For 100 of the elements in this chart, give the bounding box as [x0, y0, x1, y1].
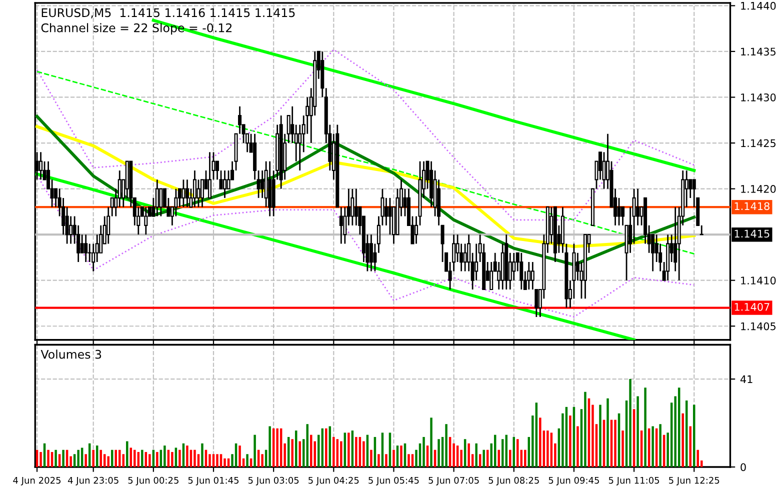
bar	[411, 454, 414, 467]
bar	[40, 452, 42, 467]
bar	[141, 450, 144, 467]
bar	[254, 434, 256, 467]
bar	[445, 424, 448, 467]
bar	[84, 454, 87, 467]
y-tick-label: 41	[740, 375, 752, 384]
bar	[171, 452, 174, 467]
bar	[54, 450, 57, 467]
candlestick	[174, 188, 178, 217]
bar	[212, 454, 215, 467]
bar	[156, 452, 158, 467]
bar	[516, 439, 519, 467]
candlestick	[192, 170, 196, 208]
candlestick	[688, 178, 692, 199]
bar	[546, 430, 549, 467]
bar	[644, 388, 646, 467]
bar	[103, 454, 106, 467]
bar	[306, 424, 308, 467]
bar	[614, 420, 616, 467]
candlestick	[369, 234, 373, 272]
y-tick-label: 1.1405	[741, 322, 776, 330]
candlestick	[226, 170, 230, 190]
bar	[438, 439, 440, 467]
candlestick	[636, 188, 640, 226]
bar	[422, 436, 425, 467]
bar	[539, 418, 542, 467]
bar	[246, 454, 248, 467]
bar	[197, 454, 200, 467]
candlestick	[208, 151, 212, 199]
candlestick	[196, 178, 200, 208]
bar	[114, 450, 117, 467]
text: Channel size = 22 Slope = -0.12	[41, 23, 232, 35]
bar	[400, 446, 402, 467]
y-tick-label: 1.1435	[741, 48, 776, 56]
x-tick-label: 5 Jun 12:25	[669, 476, 720, 486]
x-tick-label: 5 Jun 08:25	[488, 476, 539, 486]
bar	[148, 454, 151, 467]
bar	[261, 454, 264, 467]
bar	[636, 396, 639, 467]
bar	[118, 450, 121, 467]
candlestick	[185, 178, 189, 208]
bar	[332, 436, 335, 467]
bar	[298, 441, 301, 467]
bar	[47, 450, 50, 467]
bar	[385, 454, 388, 467]
bar	[224, 458, 226, 467]
bar	[355, 436, 358, 467]
candlestick	[388, 197, 392, 236]
bar	[392, 450, 395, 467]
bar	[460, 450, 462, 467]
candlestick	[69, 216, 73, 244]
x-tick-label: 5 Jun 00:25	[128, 476, 178, 486]
candlestick	[490, 261, 494, 290]
bar	[606, 398, 609, 467]
bar	[77, 450, 80, 467]
bar	[134, 450, 136, 467]
bar	[468, 443, 470, 467]
x-tick-label: 4 Jun 2025	[13, 476, 61, 486]
bar	[696, 450, 699, 467]
bar	[524, 450, 526, 467]
candlestick	[155, 178, 159, 217]
y-tick-label: 1.1410	[741, 276, 776, 284]
bar	[569, 416, 572, 467]
bar	[208, 454, 211, 467]
bar	[276, 428, 278, 467]
bar	[370, 450, 372, 467]
bar	[478, 454, 482, 467]
candlestick	[602, 151, 606, 190]
bar	[622, 430, 624, 467]
bar	[509, 450, 512, 467]
x-tick-label: 4 Jun 23:05	[68, 476, 118, 486]
candlestick	[223, 170, 227, 199]
bar	[107, 456, 110, 467]
bar	[576, 426, 579, 467]
x-tick-label: 5 Jun 01:45	[188, 476, 239, 486]
candlestick	[39, 151, 43, 180]
candlestick	[182, 178, 186, 208]
x-tick-label: 5 Jun 04:25	[308, 476, 359, 486]
bar	[174, 448, 178, 467]
x-tick-label: 5 Jun 09:45	[548, 476, 599, 486]
bar	[505, 434, 508, 467]
bar	[130, 448, 132, 467]
bar	[201, 443, 204, 467]
candlestick	[144, 206, 148, 236]
bar	[689, 426, 692, 467]
bar	[100, 450, 102, 467]
bar	[194, 450, 196, 467]
x-tick-label: 5 Jun 11:05	[608, 476, 660, 486]
bar	[164, 446, 166, 467]
bar	[584, 392, 586, 467]
x-tick-label: 5 Jun 07:05	[428, 476, 479, 486]
bar	[291, 439, 294, 467]
bar	[599, 404, 602, 467]
candlestick	[512, 252, 516, 282]
bar	[682, 413, 684, 467]
candlestick	[260, 170, 264, 199]
bar	[408, 454, 410, 467]
candlestick	[159, 188, 163, 217]
bar	[430, 418, 432, 467]
